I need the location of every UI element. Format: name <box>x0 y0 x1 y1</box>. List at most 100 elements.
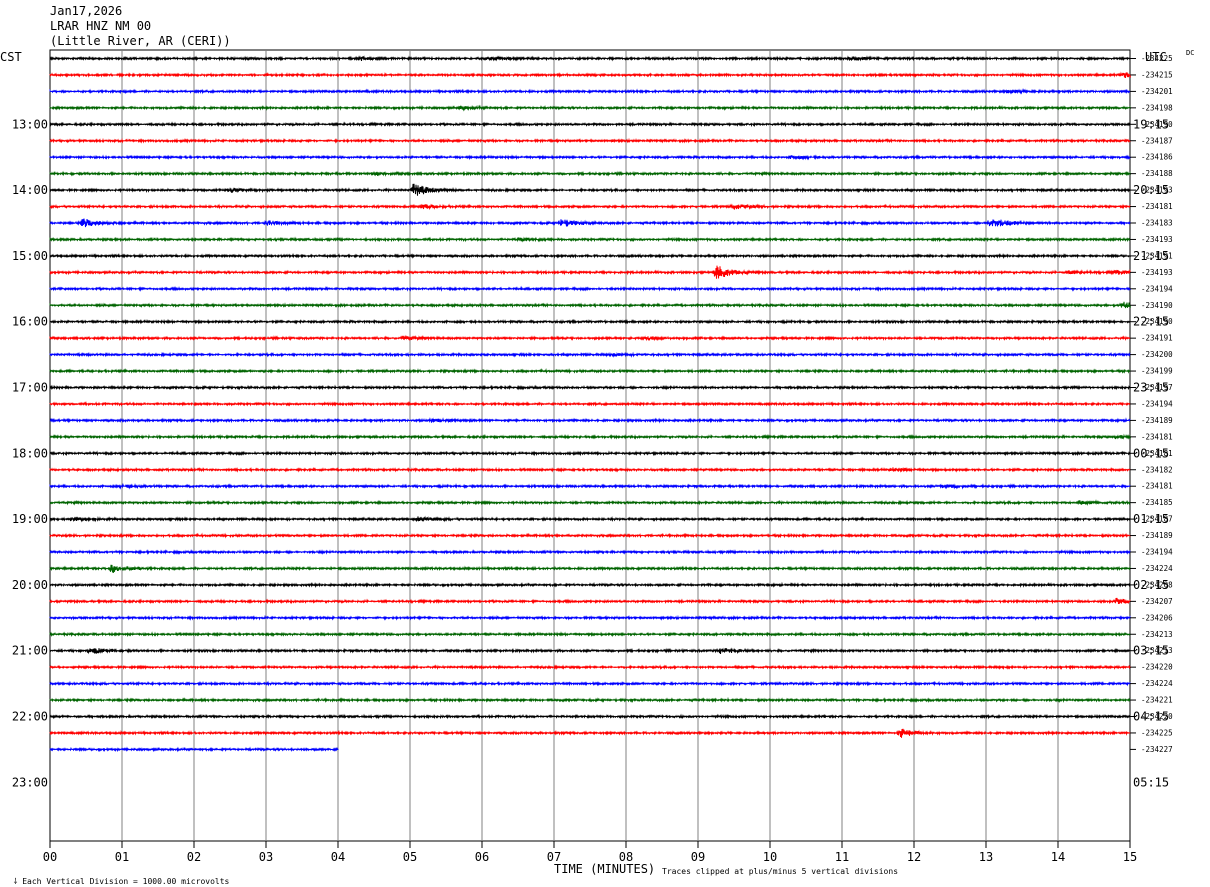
left-hour-label: 18:00 <box>12 446 48 460</box>
left-hour-label: 17:00 <box>12 381 48 395</box>
label-layer: 00 01 02 03 04 05 06 07 08 09 10 11 12 13 14 15 -234225 -… <box>12 54 1173 864</box>
left-hour-label: 15:00 <box>12 249 48 263</box>
dc-offset-label: -234199 <box>1141 367 1173 376</box>
seismic-trace <box>49 170 1131 177</box>
seismic-trace <box>49 384 1131 391</box>
left-hour-label: 22:00 <box>12 710 48 724</box>
x-tick-label: 03 <box>259 850 273 864</box>
plot-frame <box>49 49 1131 842</box>
right-hour-label: 20:15 <box>1133 183 1169 197</box>
seismic-trace <box>49 597 1131 605</box>
dc-offset-label: -234181 <box>1141 482 1173 491</box>
left-timezone-label: CST <box>0 50 22 64</box>
dc-offset-label: -234181 <box>1141 449 1173 458</box>
dc-offset-label: -234182 <box>1141 465 1173 474</box>
dc-offset-label: -234190 <box>1141 317 1173 326</box>
seismic-trace <box>49 121 1131 128</box>
x-tick-label: 02 <box>187 850 201 864</box>
x-tick-label: 08 <box>619 850 633 864</box>
dc-offset-label: -234220 <box>1141 663 1173 672</box>
seismic-trace <box>49 417 1131 424</box>
seismic-trace <box>49 433 1131 440</box>
dc-offset-label: -234194 <box>1141 548 1173 557</box>
right-hour-label: 00:15 <box>1133 446 1169 460</box>
trace-layer <box>49 55 1131 753</box>
dc-offset-label: -234206 <box>1141 613 1173 622</box>
seismic-trace <box>49 450 1131 457</box>
x-tick-label: 01 <box>115 850 129 864</box>
dc-offset-label: -234227 <box>1141 745 1173 754</box>
left-hour-label: 16:00 <box>12 315 48 329</box>
dc-offset-label: -234186 <box>1141 153 1173 162</box>
seismic-trace <box>49 746 339 753</box>
dc-offset-label: -234197 <box>1141 383 1173 392</box>
seismic-trace <box>49 154 1131 161</box>
station-location: (Little River, AR (CERI)) <box>50 34 231 48</box>
seismic-trace <box>49 301 1131 309</box>
seismic-trace <box>49 87 1131 95</box>
seismic-trace <box>49 218 1131 228</box>
dc-offset-label: -234189 <box>1141 531 1173 540</box>
dc-offset-label: -234194 <box>1141 399 1173 408</box>
seismic-trace <box>49 104 1131 112</box>
seismic-trace <box>49 265 1131 279</box>
x-tick-label: 05 <box>403 850 417 864</box>
right-hour-label: 21:15 <box>1133 249 1169 263</box>
x-tick-label: 10 <box>763 850 777 864</box>
x-tick-label: 09 <box>691 850 705 864</box>
dc-offset-label: -234225 <box>1141 54 1173 63</box>
seismic-trace <box>49 499 1131 506</box>
seismic-trace <box>49 680 1131 687</box>
x-tick-label: 11 <box>835 850 849 864</box>
dc-offset-label: -234224 <box>1141 564 1173 573</box>
dc-offset-label: -234201 <box>1141 87 1173 96</box>
right-hour-label: 02:15 <box>1133 578 1169 592</box>
left-hour-label: 14:00 <box>12 183 48 197</box>
seismic-trace <box>49 71 1131 78</box>
x-tick-label: 06 <box>475 850 489 864</box>
x-tick-label: 00 <box>43 850 57 864</box>
right-hour-label: 04:15 <box>1133 710 1169 724</box>
right-hour-label: 23:15 <box>1133 381 1169 395</box>
scale-note-text: Each Vertical Division = 1000.00 microvo… <box>22 877 230 886</box>
grid-layer <box>49 49 1131 848</box>
seismic-trace <box>49 515 1131 523</box>
plot-date: Jan17,2026 <box>50 4 123 18</box>
seismic-trace <box>49 367 1131 375</box>
dc-offset-label: -234183 <box>1141 219 1173 228</box>
dc-offset-label: -234191 <box>1141 251 1173 260</box>
right-hour-label: 03:15 <box>1133 644 1169 658</box>
right-hour-label: 19:15 <box>1133 117 1169 131</box>
left-hour-label: 13:00 <box>12 117 48 131</box>
left-hour-label: 23:00 <box>12 775 48 789</box>
dc-offset-label: -234193 <box>1141 235 1173 244</box>
seismic-trace <box>49 647 1131 655</box>
x-tick-label: 15 <box>1123 850 1137 864</box>
dc-offset-label: -234189 <box>1141 416 1173 425</box>
seismic-trace <box>49 137 1131 144</box>
dc-offset-label: -234181 <box>1141 432 1173 441</box>
dc-offset-label: -234207 <box>1141 597 1173 606</box>
seismic-trace <box>49 466 1131 473</box>
clip-note: Traces clipped at plus/minus 5 vertical … <box>662 867 899 876</box>
right-timezone-label: UTC <box>1145 50 1167 64</box>
dc-offset-label: -234185 <box>1141 498 1173 507</box>
left-hour-label: 21:00 <box>12 644 48 658</box>
seismic-trace <box>49 728 1131 738</box>
dc-offset-label: -234215 <box>1141 70 1173 79</box>
seismic-trace <box>49 252 1131 260</box>
dc-offset-label: -234220 <box>1141 712 1173 721</box>
dc-offset-label: -234200 <box>1141 350 1173 359</box>
scale-note-icon: ⸸ <box>13 877 18 886</box>
seismic-trace <box>49 351 1131 358</box>
x-tick-label: 04 <box>331 850 345 864</box>
left-hour-label: 20:00 <box>12 578 48 592</box>
seismic-trace <box>49 285 1131 292</box>
dc-offset-label: -234198 <box>1141 103 1173 112</box>
seismic-trace <box>49 564 1131 573</box>
x-axis-title: TIME (MINUTES) <box>554 862 656 876</box>
dc-offset-label: -234221 <box>1141 696 1173 705</box>
dc-offset-header: DC <box>1186 49 1195 57</box>
seismic-trace <box>49 532 1131 539</box>
x-tick-label: 14 <box>1051 850 1065 864</box>
